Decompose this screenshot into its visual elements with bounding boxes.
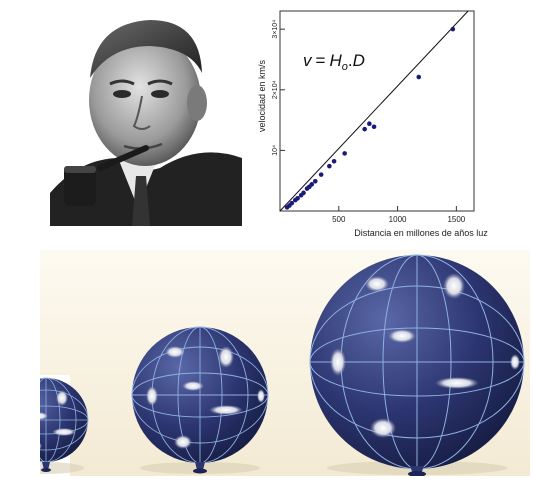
hubble-scatter-plot: 500 1000 1500 10⁴ 2×10⁴ 3×10⁴ v = Ho.D Distanci… [257, 10, 488, 238]
data-point [289, 200, 295, 206]
data-point [331, 159, 337, 164]
data-point [416, 74, 422, 80]
data-points [284, 26, 456, 210]
formula-label: v = Ho.D [303, 51, 365, 73]
axis-ticks: 500 1000 1500 10⁴ 2×10⁴ 3×10⁴ [272, 20, 466, 224]
data-point [362, 126, 367, 132]
hubble-chart: 500 1000 1500 10⁴ 2×10⁴ 3×10⁴ v = Ho.D Distanci… [255, 6, 525, 242]
x-tick-label: 500 [332, 215, 346, 224]
y-axis-label: velocidad en km/s [257, 59, 267, 132]
data-point [327, 163, 332, 169]
y-tick-label: 10⁴ [272, 145, 279, 156]
data-point [342, 151, 347, 156]
large-globe [309, 254, 525, 477]
data-point [295, 195, 300, 201]
medium-globe [131, 326, 269, 474]
scientist-portrait-photo [50, 8, 242, 226]
y-tick-label: 2×10⁴ [272, 80, 279, 99]
balloon-globes [0, 250, 530, 477]
data-point [312, 179, 318, 184]
data-point [367, 121, 372, 127]
portrait-image [50, 8, 242, 226]
data-point [309, 182, 315, 187]
x-tick-label: 1500 [447, 215, 465, 224]
x-axis-label: Distancia en millones de años luz [354, 228, 488, 238]
y-tick-label: 3×10⁴ [272, 20, 279, 39]
expanding-universe-illustration [0, 250, 530, 477]
plot-frame [279, 10, 475, 212]
x-tick-label: 1000 [389, 215, 407, 224]
data-point [318, 172, 324, 177]
data-point [371, 124, 377, 130]
data-point [450, 26, 456, 32]
data-point [301, 190, 306, 196]
best-fit-line [279, 10, 469, 212]
